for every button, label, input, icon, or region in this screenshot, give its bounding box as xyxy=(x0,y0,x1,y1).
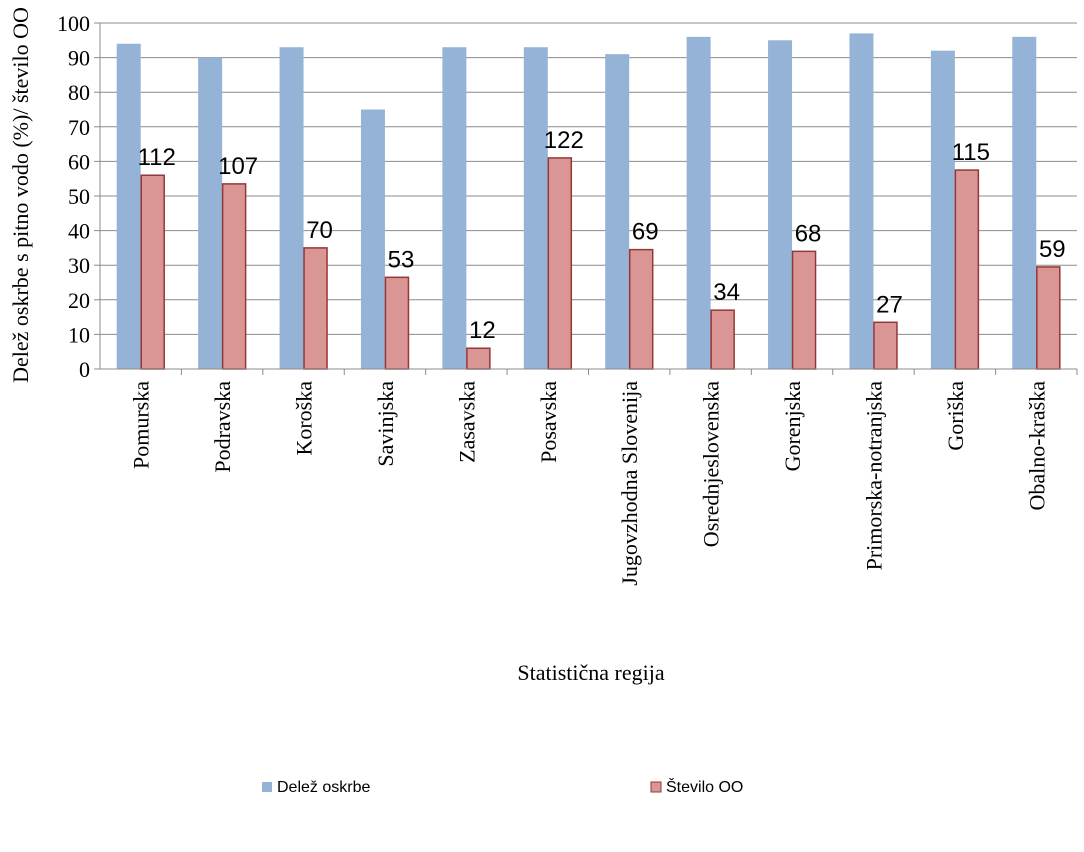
y-tick-label: 0 xyxy=(79,357,90,382)
x-tick-label-jugovzhodna-slovenija: Jugovzhodna Slovenija xyxy=(617,381,642,586)
data-label-stevilo-oo-primorska-notranjska: 27 xyxy=(876,291,903,318)
legend-swatch-stevilo-oo xyxy=(651,782,661,792)
y-tick-label: 30 xyxy=(68,253,90,278)
y-tick-label: 60 xyxy=(68,149,90,174)
legend-label-stevilo-oo: Število OO xyxy=(666,777,743,796)
bar-delez-oskrbe-posavska xyxy=(524,47,548,369)
data-label-stevilo-oo-obalno-kra-ka: 59 xyxy=(1039,236,1066,263)
x-tick-label-gori-ka: Goriška xyxy=(943,381,968,451)
bar-delez-oskrbe-savinjska xyxy=(361,110,385,370)
x-tick-label-zasavska: Zasavska xyxy=(454,381,479,463)
bar-stevilo-oo-podravska xyxy=(223,184,246,369)
y-tick-label: 40 xyxy=(68,219,90,244)
legend-swatch-delez-oskrbe xyxy=(262,782,272,792)
bar-delez-oskrbe-obalno-kra-ka xyxy=(1012,37,1036,369)
y-tick-label: 20 xyxy=(68,288,90,313)
y-tick-label: 10 xyxy=(68,322,90,347)
bar-delez-oskrbe-jugovzhodna-slovenija xyxy=(605,54,629,369)
data-label-stevilo-oo-posavska: 122 xyxy=(544,127,584,154)
data-label-stevilo-oo-gori-ka: 115 xyxy=(952,139,990,166)
legend-item-stevilo-oo: Število OO xyxy=(651,777,743,796)
bar-stevilo-oo-jugovzhodna-slovenija xyxy=(630,250,653,369)
data-label-stevilo-oo-jugovzhodna-slovenija: 69 xyxy=(632,219,659,246)
data-label-stevilo-oo-zasavska: 12 xyxy=(469,317,496,344)
bar-stevilo-oo-savinjska xyxy=(385,277,408,369)
bar-delez-oskrbe-osrednjeslovenska xyxy=(687,37,711,369)
bar-delez-oskrbe-koro-ka xyxy=(280,47,304,369)
data-label-stevilo-oo-savinjska: 53 xyxy=(388,246,415,273)
bar-stevilo-oo-gori-ka xyxy=(955,170,978,369)
data-label-stevilo-oo-pomurska: 112 xyxy=(138,144,176,171)
bar-stevilo-oo-posavska xyxy=(548,158,571,369)
y-tick-labels: 0 10 20 30 40 50 60 70 80 90 100 xyxy=(57,11,90,382)
bar-delez-oskrbe-podravska xyxy=(198,58,222,369)
bar-stevilo-oo-osrednjeslovenska xyxy=(711,310,734,369)
bars xyxy=(117,33,1060,369)
y-tick-label: 80 xyxy=(68,80,90,105)
x-tick-labels: Pomurska Podravska Koroška Savinjska Zasavsk… xyxy=(129,381,1050,586)
data-label-stevilo-oo-osrednjeslovenska: 34 xyxy=(713,279,740,306)
x-axis-title: Statistična regija xyxy=(517,660,664,685)
x-tick-label-posavska: Posavska xyxy=(536,381,561,463)
bar-stevilo-oo-gorenjska xyxy=(793,251,816,369)
y-tick-label: 90 xyxy=(68,46,90,71)
x-tick-label-obalno-kra-ka: Obalno-kraška xyxy=(1024,381,1049,511)
legend-label-delez-oskrbe: Delež oskrbe xyxy=(277,779,370,796)
bar-delez-oskrbe-gorenjska xyxy=(768,40,792,369)
bar-stevilo-oo-obalno-kra-ka xyxy=(1037,267,1060,369)
data-label-stevilo-oo-koro-ka: 70 xyxy=(306,217,333,244)
x-tick-label-osrednjeslovenska: Osrednjeslovenska xyxy=(699,381,724,547)
x-tick-label-pomurska: Pomurska xyxy=(129,381,154,469)
bar-stevilo-oo-pomurska xyxy=(141,175,164,369)
x-tick-label-gorenjska: Gorenjska xyxy=(780,381,805,472)
y-tick-label: 50 xyxy=(68,184,90,209)
data-label-stevilo-oo-gorenjska: 68 xyxy=(795,220,822,247)
x-tick-label-podravska: Podravska xyxy=(210,381,235,473)
bar-stevilo-oo-zasavska xyxy=(467,348,490,369)
y-tick-label: 70 xyxy=(68,115,90,140)
y-axis-title: Delež oskrbe s pitno vodo (%)/ število O… xyxy=(8,7,33,383)
bar-delez-oskrbe-pomurska xyxy=(117,44,141,369)
bar-delez-oskrbe-gori-ka xyxy=(931,51,955,369)
x-tick-label-savinjska: Savinjska xyxy=(373,381,398,467)
bar-delez-oskrbe-zasavska xyxy=(442,47,466,369)
legend-item-delez-oskrbe: Delež oskrbe xyxy=(262,779,370,796)
x-tick-label-koro-ka: Koroška xyxy=(292,381,317,456)
bar-delez-oskrbe-primorska-notranjska xyxy=(849,33,873,369)
data-labels: 112 107 70 53 12 122 69 34 68 27 115 59 xyxy=(138,127,1066,344)
legend: Delež oskrbe Število OO xyxy=(262,777,743,796)
x-tick-label-primorska-notranjska: Primorska-notranjska xyxy=(861,381,886,571)
data-label-stevilo-oo-podravska: 107 xyxy=(218,153,258,180)
bar-stevilo-oo-primorska-notranjska xyxy=(874,322,897,369)
y-tick-label: 100 xyxy=(57,11,90,36)
bar-stevilo-oo-koro-ka xyxy=(304,248,327,369)
